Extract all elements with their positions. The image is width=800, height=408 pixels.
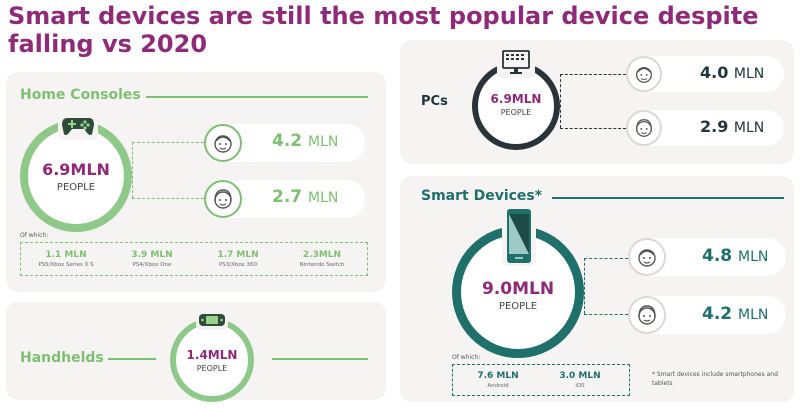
consoles-female-value-row: 2.7 MLN — [272, 187, 338, 207]
gamepad-icon — [58, 112, 98, 140]
smart-male-connector — [584, 258, 628, 259]
home-consoles-total-unit: PEOPLE — [56, 182, 96, 193]
consoles-breakdown-box — [20, 242, 368, 276]
breakdown-label: PS5/Xbox Series X S — [38, 262, 94, 268]
breakdown-item: 1.1 MLN PS5/Xbox Series X S — [24, 250, 108, 268]
smart-devices-rule — [552, 197, 784, 199]
smart-devices-label: Smart Devices* — [421, 188, 543, 204]
handhelds-total-ring: 1.4MLN PEOPLE — [170, 318, 254, 402]
pcs-male-value: 4.0 — [700, 63, 729, 82]
consoles-female-unit: MLN — [308, 190, 339, 206]
pcs-male-connector — [560, 74, 626, 75]
handhelds-total-value: 1.4MLN — [186, 348, 238, 362]
breakdown-value: 1.7 MLN — [217, 250, 259, 260]
smart-female-value: 4.2 — [702, 304, 733, 324]
monitor-icon — [497, 46, 535, 78]
pcs-connector-v — [560, 74, 561, 128]
smart-female-value-row: 4.2 MLN — [702, 304, 768, 324]
breakdown-label: iOS — [575, 383, 585, 389]
smart-connector-v — [584, 258, 585, 314]
consoles-male-connector — [132, 142, 204, 143]
pcs-male-value-row: 4.0 MLN — [700, 63, 764, 82]
consoles-male-unit: MLN — [308, 134, 339, 150]
home-consoles-total-value: 6.9MLN — [42, 160, 110, 179]
home-consoles-label: Home Consoles — [20, 87, 141, 103]
consoles-female-connector — [132, 198, 204, 199]
pcs-female-unit: MLN — [733, 120, 765, 136]
male-face-icon — [204, 124, 242, 162]
female-face-icon — [628, 296, 666, 334]
breakdown-item: 1.7 MLN PS3/Xbox 360 — [196, 250, 280, 268]
smart-breakdown-box — [452, 364, 630, 396]
breakdown-label: Nintendo Switch — [299, 262, 345, 268]
breakdown-label: PS3/Xbox 360 — [218, 262, 258, 268]
smartphone-icon — [502, 206, 536, 266]
handhelds-total-unit: PEOPLE — [196, 364, 228, 373]
breakdown-value: 7.6 MLN — [477, 371, 519, 381]
pcs-female-value-row: 2.9 MLN — [700, 117, 764, 136]
handheld-console-icon — [196, 310, 228, 330]
pcs-total-unit: PEOPLE — [500, 108, 532, 117]
breakdown-item: 3.0 MLN iOS — [540, 371, 620, 389]
page-title: Smart devices are still the most popular… — [8, 2, 759, 58]
pcs-female-connector — [560, 128, 626, 129]
breakdown-value: 3.9 MLN — [131, 250, 173, 260]
smart-male-unit: MLN — [738, 249, 769, 265]
smart-of-which: Of which: — [452, 354, 481, 361]
pcs-label: PCs — [421, 94, 448, 109]
breakdown-item: 7.6 MLN Android — [458, 371, 538, 389]
smart-total-unit: PEOPLE — [498, 301, 538, 312]
pcs-total-value: 6.9MLN — [490, 92, 542, 106]
smart-female-unit: MLN — [738, 307, 769, 323]
breakdown-label: Android — [487, 383, 509, 389]
female-face-icon — [204, 180, 242, 218]
consoles-female-value: 2.7 — [272, 187, 303, 207]
consoles-female-connector-v — [132, 142, 133, 198]
consoles-male-value: 4.2 — [272, 131, 303, 151]
breakdown-value: 2.3MLN — [302, 250, 342, 260]
pcs-male-unit: MLN — [733, 66, 765, 82]
handhelds-label: Handhelds — [20, 350, 104, 366]
breakdown-value: 3.0 MLN — [559, 371, 601, 381]
pcs-female-value: 2.9 — [700, 117, 729, 136]
smart-footnote: * Smart devices include smartphones and … — [652, 371, 778, 387]
male-face-icon — [628, 238, 666, 276]
male-face-icon — [626, 56, 662, 92]
breakdown-label: PS4/Xbox One — [132, 262, 172, 268]
consoles-of-which: Of which: — [20, 232, 49, 239]
smart-male-value-row: 4.8 MLN — [702, 246, 768, 266]
smart-female-connector — [584, 314, 628, 315]
smart-male-value: 4.8 — [702, 246, 733, 266]
breakdown-item: 3.9 MLN PS4/Xbox One — [110, 250, 194, 268]
handhelds-rule-left — [108, 358, 156, 360]
home-consoles-rule — [146, 96, 368, 98]
breakdown-item: 2.3MLN Nintendo Switch — [280, 250, 364, 268]
smart-total-value: 9.0MLN — [481, 279, 555, 299]
breakdown-value: 1.1 MLN — [45, 250, 87, 260]
female-face-icon — [626, 110, 662, 146]
handhelds-rule-right — [272, 358, 368, 360]
consoles-male-value-row: 4.2 MLN — [272, 131, 338, 151]
